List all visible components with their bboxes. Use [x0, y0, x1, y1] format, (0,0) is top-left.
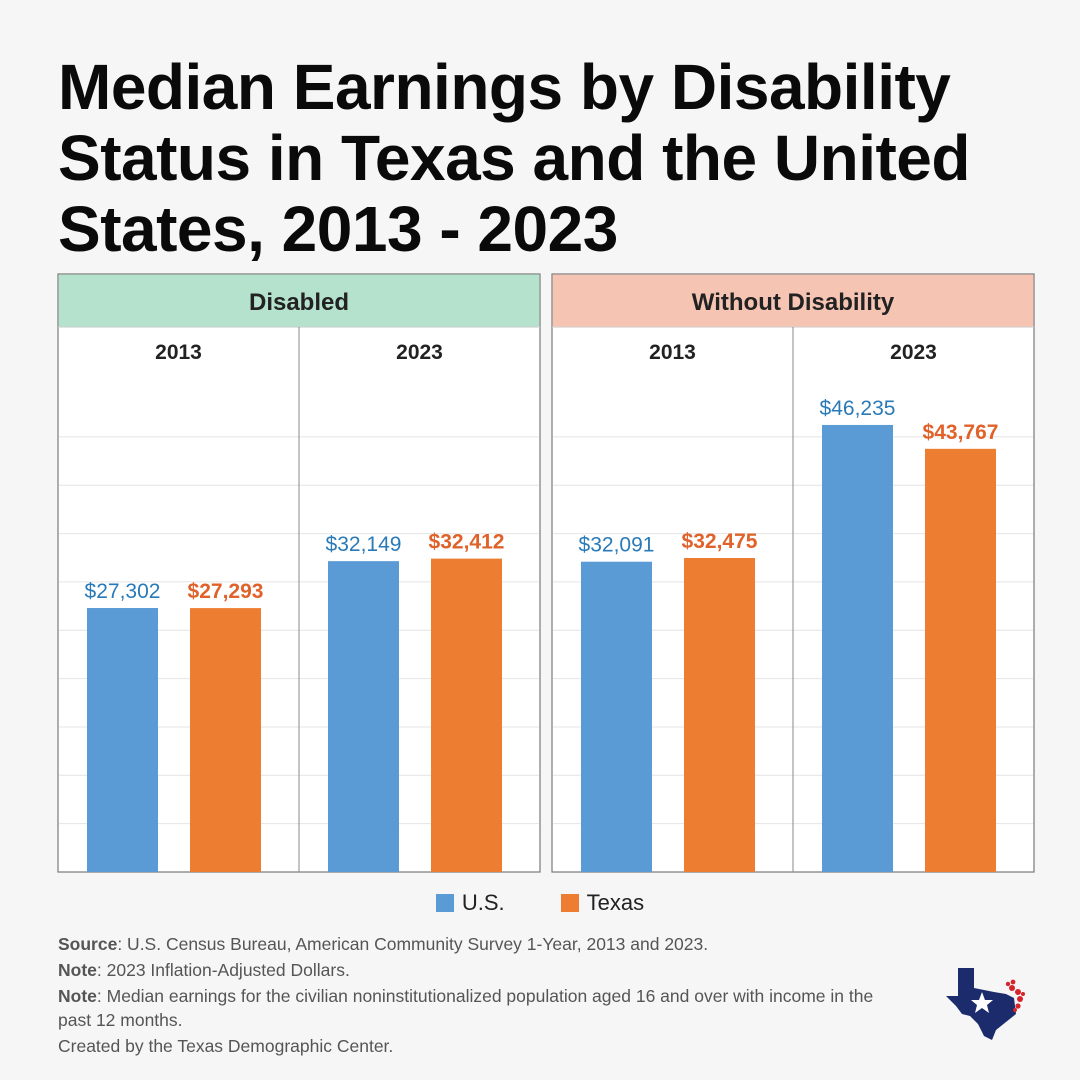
- legend-item-us: U.S.: [435, 890, 505, 916]
- bar-us-without-disability-2013: [581, 561, 652, 872]
- panel-title-disabled: Disabled: [249, 289, 349, 316]
- legend-item-texas: Texas: [560, 890, 645, 916]
- source-note: Source: U.S. Census Bureau, American Com…: [58, 934, 709, 954]
- bar-chart: Disabled 2013 $27,302 $27,293 2023 $32,149 $32…: [57, 273, 1035, 873]
- panel-title-without-disability: Without Disability: [692, 289, 895, 316]
- year-label: 2013: [649, 341, 696, 364]
- bar-texas-without-disability-2023: [925, 448, 996, 872]
- texas-demographic-center-logo: [946, 968, 1025, 1040]
- data-label-us: $27,302: [85, 580, 161, 603]
- note-population: Note: Median earnings for the civilian n…: [58, 986, 874, 1030]
- legend-label-us: U.S.: [461, 890, 505, 915]
- legend: U.S. Texas: [0, 890, 1080, 916]
- year-label: 2023: [396, 341, 443, 364]
- legend-label-texas: Texas: [586, 890, 645, 915]
- footnotes: Source: U.S. Census Bureau, American Com…: [58, 932, 898, 1060]
- data-label-texas: $32,412: [429, 531, 505, 554]
- legend-swatch-us: [435, 894, 454, 912]
- bar-us-disabled-2013: [87, 608, 158, 872]
- bar-us-disabled-2023: [328, 561, 399, 872]
- note-dollars: Note: 2023 Inflation-Adjusted Dollars.: [58, 960, 350, 980]
- bar-texas-disabled-2023: [431, 558, 502, 872]
- year-label: 2013: [155, 341, 202, 364]
- chart-title: Median Earnings by Disability Status in …: [58, 51, 970, 266]
- data-label-us: $32,149: [326, 533, 402, 556]
- data-label-texas: $27,293: [188, 580, 264, 603]
- panel-header-disabled: [58, 274, 540, 328]
- data-label-us: $32,091: [579, 534, 655, 557]
- credit-line: Created by the Texas Demographic Center.: [58, 1036, 394, 1056]
- data-label-us: $46,235: [820, 397, 896, 420]
- data-label-texas: $32,475: [682, 530, 758, 553]
- bar-texas-disabled-2013: [190, 608, 261, 872]
- data-label-texas: $43,767: [923, 421, 999, 444]
- legend-swatch-texas: [560, 894, 579, 912]
- year-label: 2023: [890, 341, 937, 364]
- bar-texas-without-disability-2013: [684, 557, 755, 872]
- bar-us-without-disability-2023: [822, 424, 893, 872]
- panel-header-without-disability: [552, 274, 1034, 328]
